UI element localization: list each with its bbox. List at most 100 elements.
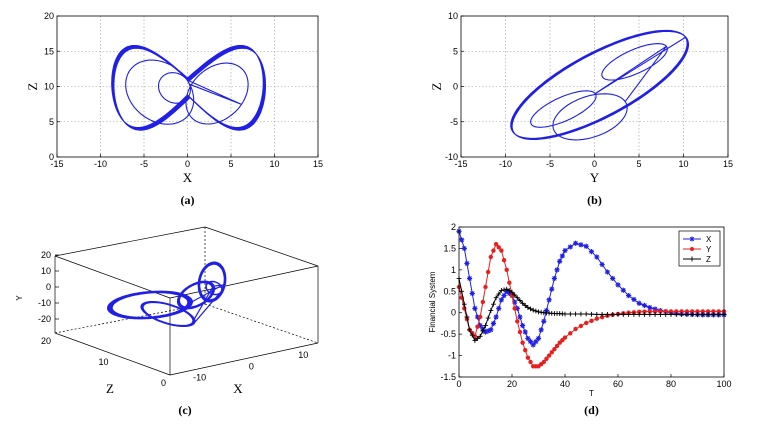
point-Z	[475, 336, 480, 341]
point-X	[636, 300, 642, 306]
x-tick-label: -10	[193, 373, 206, 383]
box-edge	[54, 332, 171, 376]
point-X	[493, 314, 499, 320]
point-X	[559, 253, 565, 259]
point-Z	[583, 311, 589, 317]
point-Y	[674, 309, 679, 314]
x-axis-label: X	[233, 381, 243, 396]
point-X	[517, 314, 523, 320]
point-X	[461, 245, 467, 252]
point-X	[652, 306, 658, 312]
y-tick-label: -1	[448, 351, 456, 361]
point-Y	[488, 254, 493, 260]
box-edge	[54, 226, 206, 257]
point-Z	[469, 332, 475, 338]
point-X	[482, 329, 489, 335]
legend-marker	[690, 247, 694, 251]
point-Z	[522, 303, 528, 308]
point-Z	[642, 312, 647, 317]
point-Y	[501, 258, 507, 263]
point-X	[464, 260, 470, 267]
point-Y	[668, 309, 674, 314]
y-tick-label: -0.5	[440, 329, 456, 339]
point-Z	[485, 315, 491, 321]
x-tick-label: 15	[313, 159, 323, 169]
point-Z	[578, 311, 584, 317]
point-Y	[493, 241, 499, 247]
point-Z	[488, 308, 494, 313]
y-tick-label: 0	[453, 82, 458, 92]
point-Y	[478, 314, 483, 320]
point-Z	[483, 323, 488, 328]
point-Y	[544, 356, 549, 361]
point-X	[488, 327, 494, 333]
point-X	[546, 297, 552, 303]
point-X	[477, 322, 483, 329]
point-Z	[610, 312, 616, 317]
point-Z	[636, 312, 642, 317]
point-Y	[485, 269, 491, 275]
y-tick-label: 20	[41, 250, 51, 260]
point-Z	[605, 312, 610, 317]
y-tick-label: 15	[44, 46, 54, 56]
x-tick-label: 60	[613, 379, 623, 389]
point-X	[535, 335, 542, 342]
point-X	[512, 299, 518, 305]
x-tick-label: -5	[140, 159, 148, 169]
y-tick-label: 10	[44, 82, 54, 92]
legend: XYZ	[678, 230, 721, 267]
y-tick-label: -20	[38, 314, 51, 324]
point-Z	[573, 311, 578, 317]
x-tick-label: 5	[636, 159, 641, 169]
panel-caption: (b)	[587, 193, 602, 207]
point-X	[522, 329, 528, 335]
plot-frame	[458, 226, 725, 378]
point-Y	[684, 309, 690, 314]
x-tick-label: 40	[560, 379, 570, 389]
point-X	[610, 275, 616, 282]
point-Z	[517, 298, 523, 303]
point-Z	[647, 312, 653, 317]
point-X	[604, 269, 610, 275]
x-axis-label: X	[183, 170, 193, 185]
point-Y	[504, 267, 509, 273]
point-X	[530, 342, 536, 348]
point-Y	[475, 324, 480, 329]
point-Y	[573, 326, 578, 332]
y-axis-label: Y	[15, 295, 24, 301]
point-X	[551, 275, 557, 282]
point-Z	[509, 289, 515, 295]
panel-caption: (c)	[178, 403, 191, 417]
point-Z	[493, 295, 499, 301]
point-Z	[594, 312, 600, 317]
x-tick-label: 0	[592, 159, 597, 169]
point-Z	[467, 327, 472, 333]
y-tick-label: 0	[451, 308, 456, 318]
point-Z	[615, 312, 621, 317]
point-Z	[530, 307, 536, 313]
point-Y	[652, 309, 658, 314]
legend-marker	[689, 256, 695, 262]
point-Z	[562, 311, 568, 317]
point-Z	[464, 314, 470, 320]
point-Y	[711, 309, 716, 314]
x-tick-label: 10	[298, 350, 308, 360]
point-X	[472, 305, 478, 312]
point-Z	[589, 311, 594, 317]
point-Y	[554, 343, 560, 349]
point-Z	[658, 312, 663, 317]
point-X	[474, 314, 481, 320]
point-Y	[512, 306, 517, 311]
point-X	[459, 237, 465, 243]
y-axis-label: Financial System	[428, 271, 437, 332]
point-X	[467, 275, 473, 282]
z-axis-label: Z	[106, 381, 114, 396]
point-Z	[679, 312, 684, 317]
point-Z	[520, 300, 525, 306]
panel-caption: (d)	[584, 403, 599, 417]
point-X	[514, 305, 520, 312]
z-tick-label: 0	[161, 378, 166, 388]
point-Z	[684, 312, 690, 317]
x-tick-label: 10	[678, 159, 688, 169]
point-Z	[631, 312, 637, 317]
